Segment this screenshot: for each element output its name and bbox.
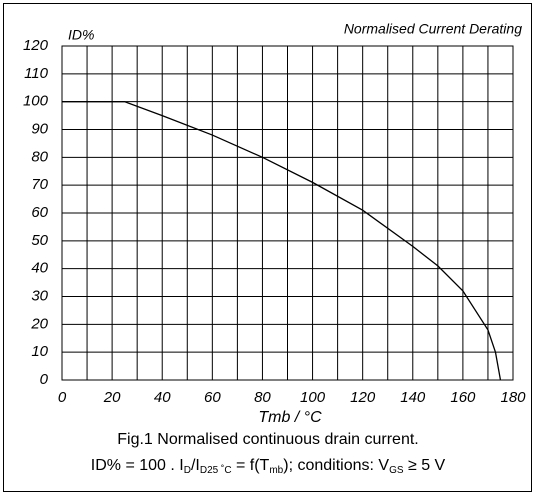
y-tick-label: 40: [31, 260, 48, 277]
caption-part: ); conditions: V: [283, 457, 389, 474]
caption-part: D25 ˚C: [200, 464, 232, 476]
y-tick-label: 70: [31, 176, 48, 193]
x-tick-label: 80: [254, 389, 271, 406]
caption-part: /I: [191, 457, 200, 474]
y-tick-label: 110: [24, 65, 49, 82]
y-tick-label: 0: [40, 371, 49, 388]
x-tick-label: 60: [204, 389, 221, 406]
y-axis-label: ID%: [68, 27, 94, 43]
y-tick-label: 80: [31, 148, 48, 165]
caption-part: GS: [389, 465, 404, 476]
x-tick-label: 180: [500, 389, 526, 406]
caption-part: mb: [269, 465, 283, 476]
x-axis-label: Tmb / °C: [258, 409, 322, 426]
frame: [3, 3, 532, 492]
x-tick-label: 0: [58, 389, 67, 406]
y-tick-label: 20: [30, 315, 48, 332]
x-tick-label: 140: [400, 389, 426, 406]
y-tick-label: 50: [31, 232, 48, 249]
caption-part: ≥ 5 V: [404, 457, 446, 474]
y-tick-label: 10: [31, 343, 48, 360]
x-tick-label: 100: [300, 389, 326, 406]
y-tick-label: 60: [31, 204, 48, 221]
x-tick-label: 160: [450, 389, 476, 406]
y-tick-label: 90: [31, 120, 48, 137]
x-tick-label: 40: [154, 389, 171, 406]
data-line: [62, 101, 502, 381]
caption-part: ID% = 100 . I: [91, 457, 184, 474]
caption-part: D: [184, 465, 191, 476]
y-tick-label: 30: [31, 287, 48, 304]
caption-part: = f(T: [232, 457, 270, 474]
caption: ID% = 100 . ID/ID25 ˚C = f(Tmb); conditi…: [91, 457, 446, 475]
y-tick-label: 120: [23, 37, 49, 54]
chart-title: Normalised Current Derating: [344, 21, 522, 37]
y-tick-label: 100: [23, 93, 49, 110]
caption: Fig.1 Normalised continuous drain curren…: [117, 431, 418, 448]
x-tick-label: 120: [350, 389, 376, 406]
x-tick-label: 20: [103, 389, 121, 406]
